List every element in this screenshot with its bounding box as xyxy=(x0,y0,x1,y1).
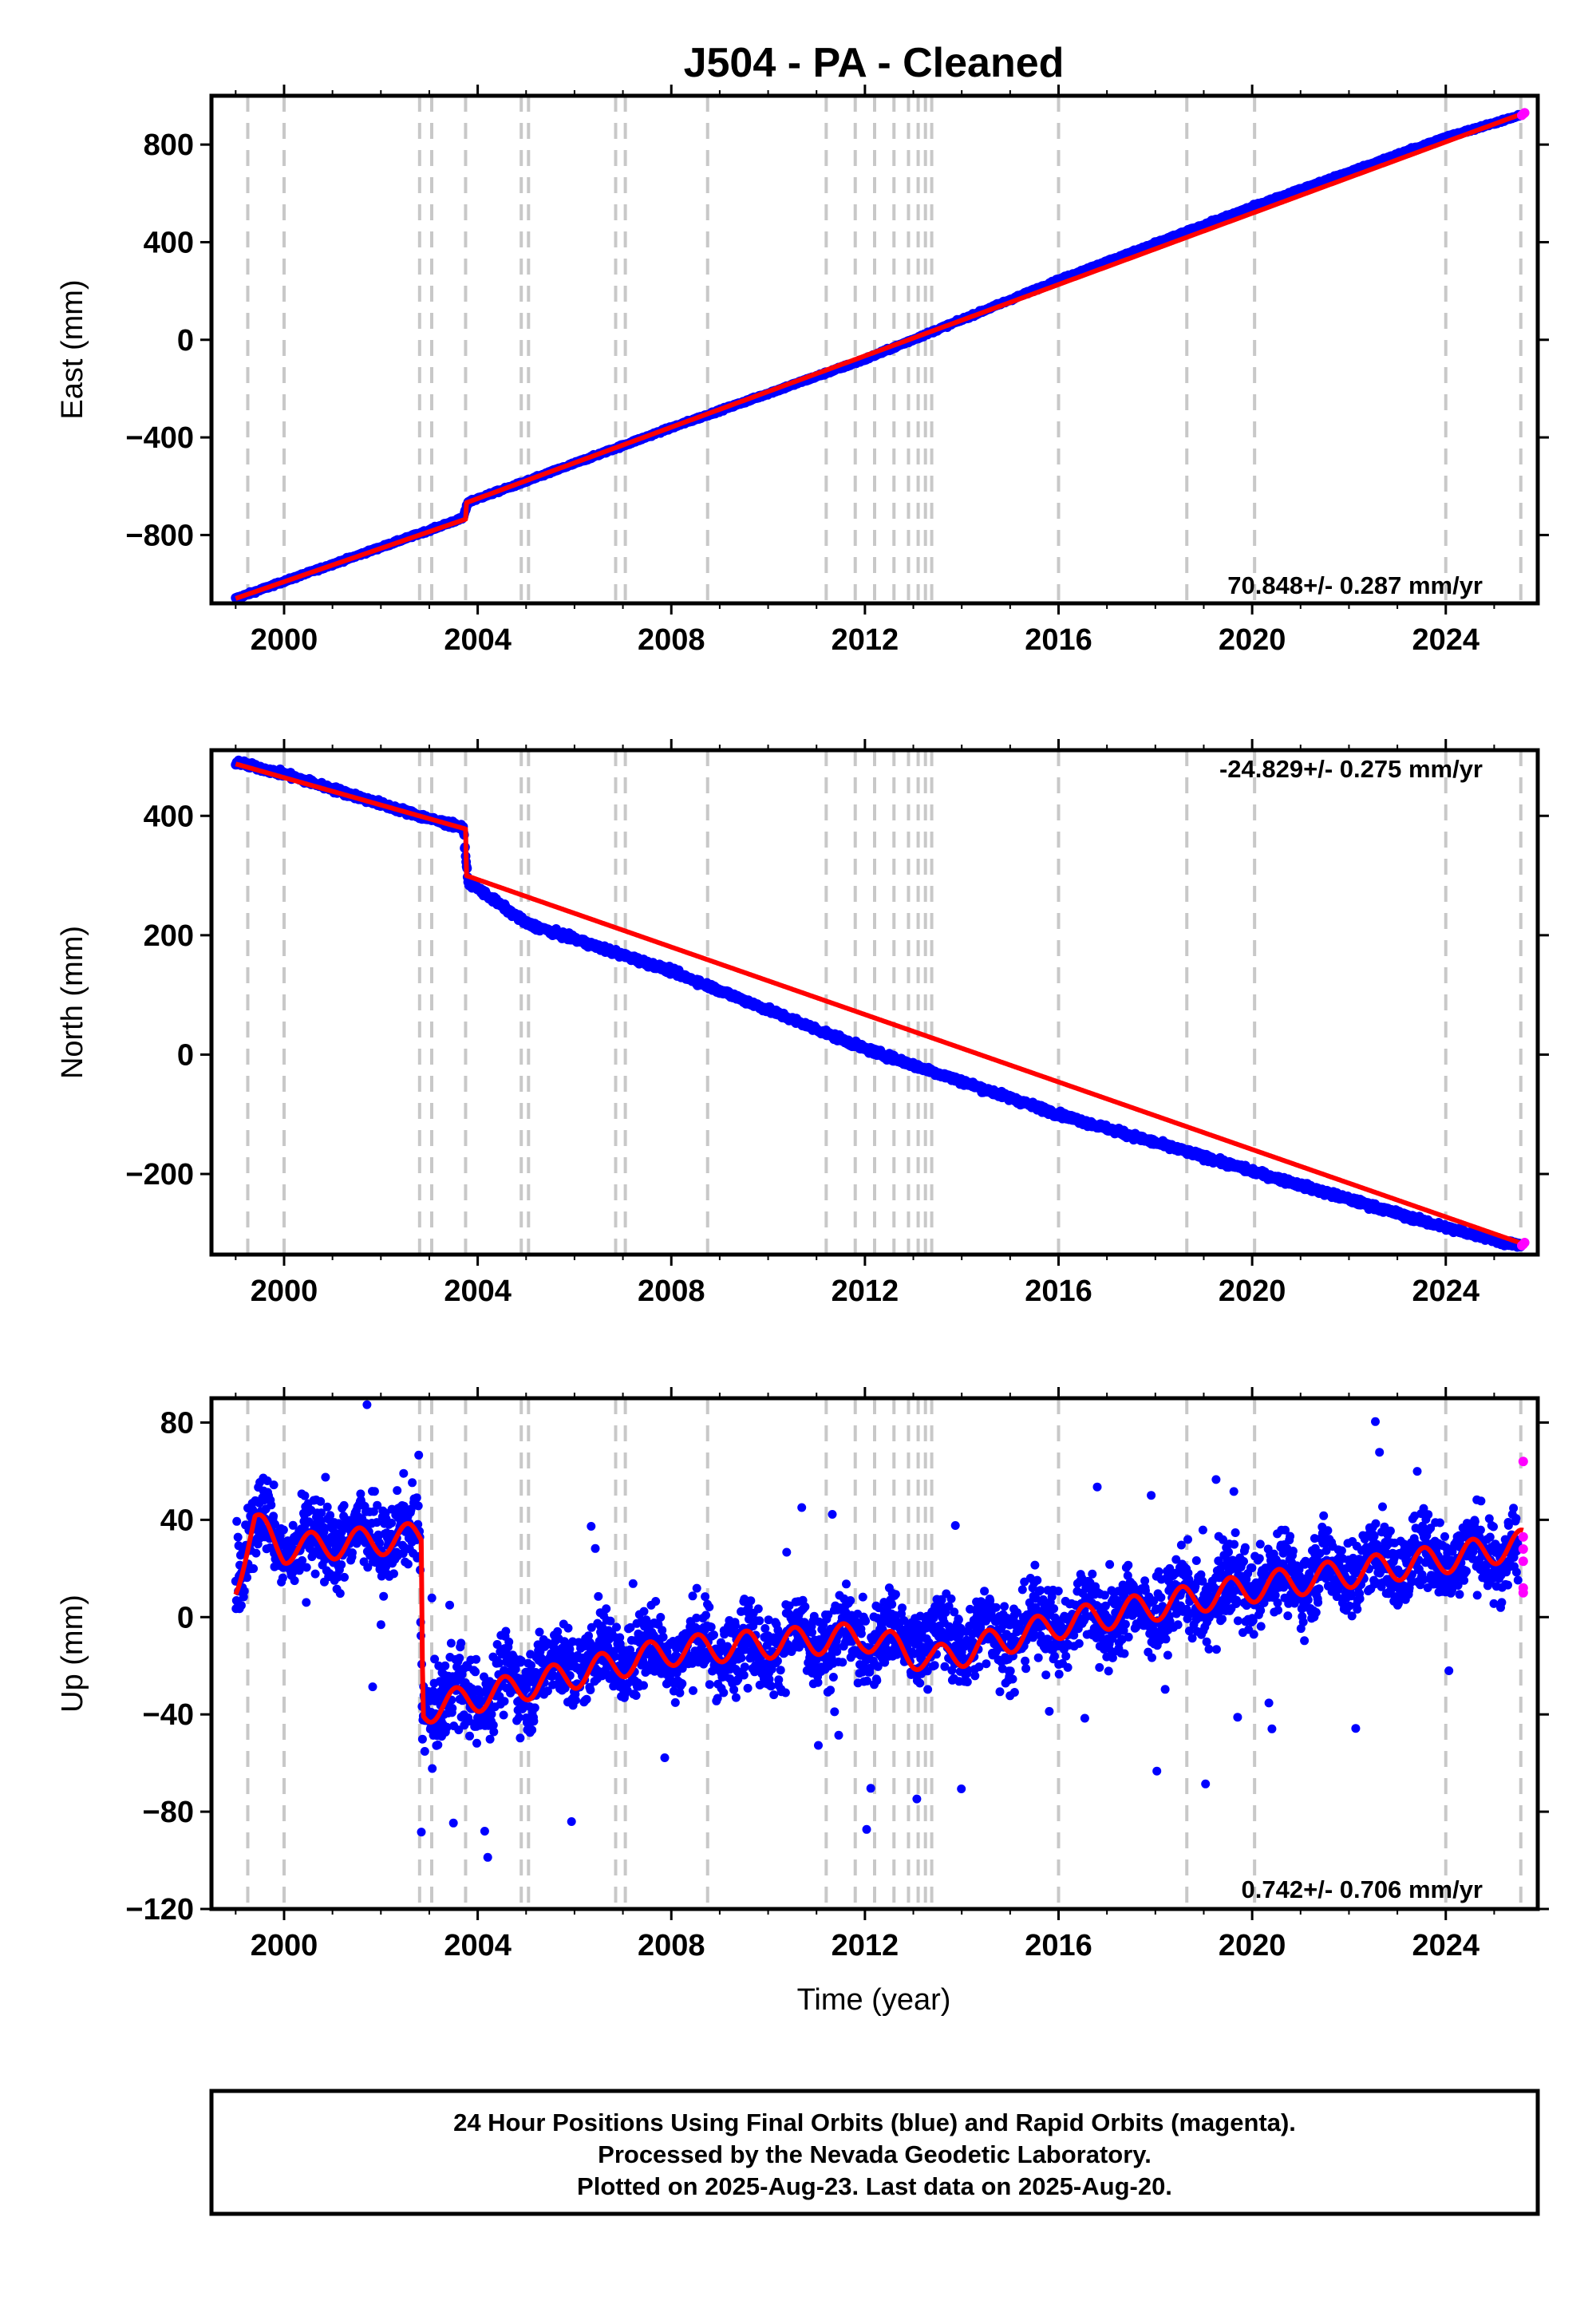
east-x-tick-label: 2000 xyxy=(251,623,318,657)
east-y-tick-label: 0 xyxy=(177,324,194,358)
chart-title: J504 - PA - Cleaned xyxy=(684,40,1065,86)
east-x-tick-label: 2020 xyxy=(1219,623,1286,657)
east-y-tick-label: −800 xyxy=(125,519,194,552)
east-x-tick-label: 2012 xyxy=(832,623,899,657)
east-y-tick-label: 400 xyxy=(144,226,194,259)
east-x-tick-label: 2024 xyxy=(1412,623,1479,657)
east-plot-area xyxy=(231,96,1530,603)
north-panel: 2000 2004 2008 2012 2016 2020 2024−2000200400N… xyxy=(56,739,1549,1308)
east-y-tick-label: −400 xyxy=(125,421,194,455)
east-rapid-orbit-points xyxy=(1517,108,1530,121)
east-x-tick-label: 2016 xyxy=(1025,623,1092,657)
east-y-tick-label: 800 xyxy=(144,128,194,162)
east-x-tick-label: 2004 xyxy=(444,623,512,657)
north-plot-area xyxy=(231,750,1530,1255)
east-rapid-point xyxy=(1519,108,1530,118)
east-rate-label: 70.848+/- 0.287 mm/yr xyxy=(1227,571,1483,599)
east-x-tick-label: 2008 xyxy=(638,623,705,657)
east-panel: 2000 2004 2008 2012 2016 2020 2024 −800 −400 0 400… xyxy=(56,85,1549,657)
east-y-axis-label: East (mm) xyxy=(56,279,89,419)
